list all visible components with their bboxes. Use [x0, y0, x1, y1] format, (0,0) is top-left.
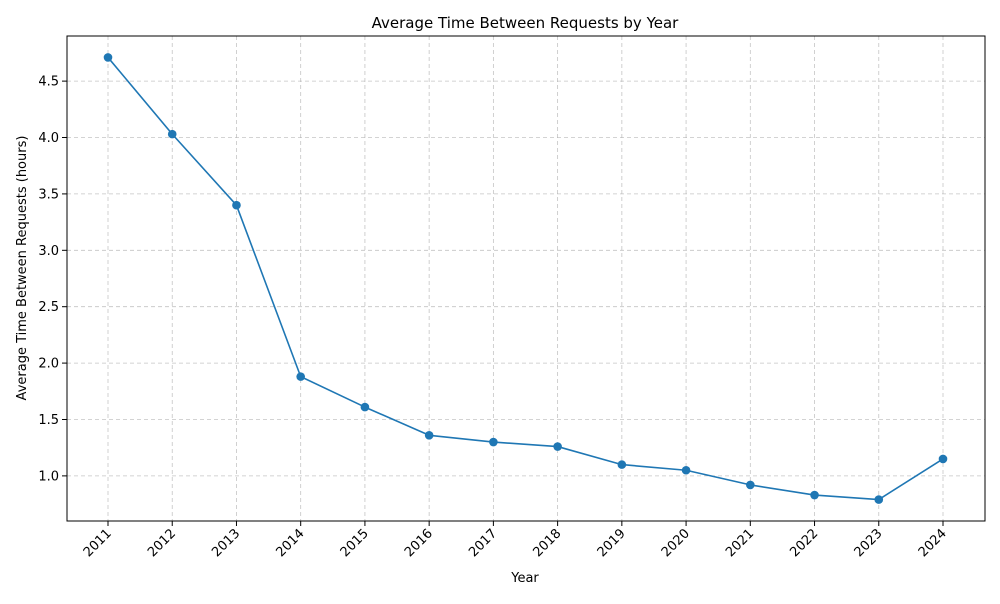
data-point [617, 460, 627, 469]
y-tick-label: 2.0 [38, 357, 59, 372]
y-tick-label: 1.0 [38, 469, 59, 484]
data-point [553, 442, 562, 451]
data-point [489, 437, 498, 447]
x-tick-label: 2020 [659, 526, 693, 560]
data-point [681, 465, 691, 475]
x-tick-label: 2014 [274, 526, 308, 560]
axes [62, 35, 986, 526]
data-point [360, 402, 370, 412]
y-axis-title: Average Time Between Requests (hours) [15, 136, 30, 401]
x-tick-label: 2013 [209, 526, 243, 560]
x-tick-label: 2015 [338, 526, 372, 560]
x-tick-label: 2019 [595, 526, 629, 560]
tick-labels: 2011 2012 2013 2014 2015 2016 2017 2018 2019 2020… [38, 75, 950, 561]
data-point [103, 53, 113, 62]
data-point [232, 200, 241, 210]
data-point [424, 430, 434, 440]
x-tick-label: 2016 [402, 526, 436, 560]
x-tick-label: 2021 [723, 526, 757, 560]
series [103, 53, 948, 504]
data-point [167, 129, 177, 139]
y-tick-label: 3.0 [38, 244, 59, 259]
x-tick-label: 2017 [466, 526, 500, 560]
data-point [296, 372, 305, 381]
chart-title: Average Time Between Requests by Year [372, 14, 680, 32]
x-tick-label: 2011 [81, 526, 115, 560]
data-point [746, 480, 755, 490]
data-point [874, 495, 884, 504]
x-tick-label: 2022 [787, 526, 821, 560]
x-tick-label: 2012 [145, 526, 179, 560]
x-tick-label: 2023 [852, 526, 886, 560]
y-tick-label: 4.0 [38, 131, 59, 146]
series-line [107, 56, 944, 501]
x-axis-title: Year [510, 571, 539, 586]
x-tick-label: 2018 [530, 526, 564, 560]
y-tick-label: 2.5 [38, 300, 59, 315]
y-tick-label: 1.5 [38, 413, 59, 428]
data-point [938, 454, 948, 464]
data-point [810, 490, 819, 500]
y-tick-label: 3.5 [38, 187, 59, 202]
x-tick-label: 2024 [916, 526, 950, 560]
plot-frame [66, 35, 986, 522]
grid [67, 36, 985, 521]
y-tick-label: 4.5 [38, 75, 59, 90]
